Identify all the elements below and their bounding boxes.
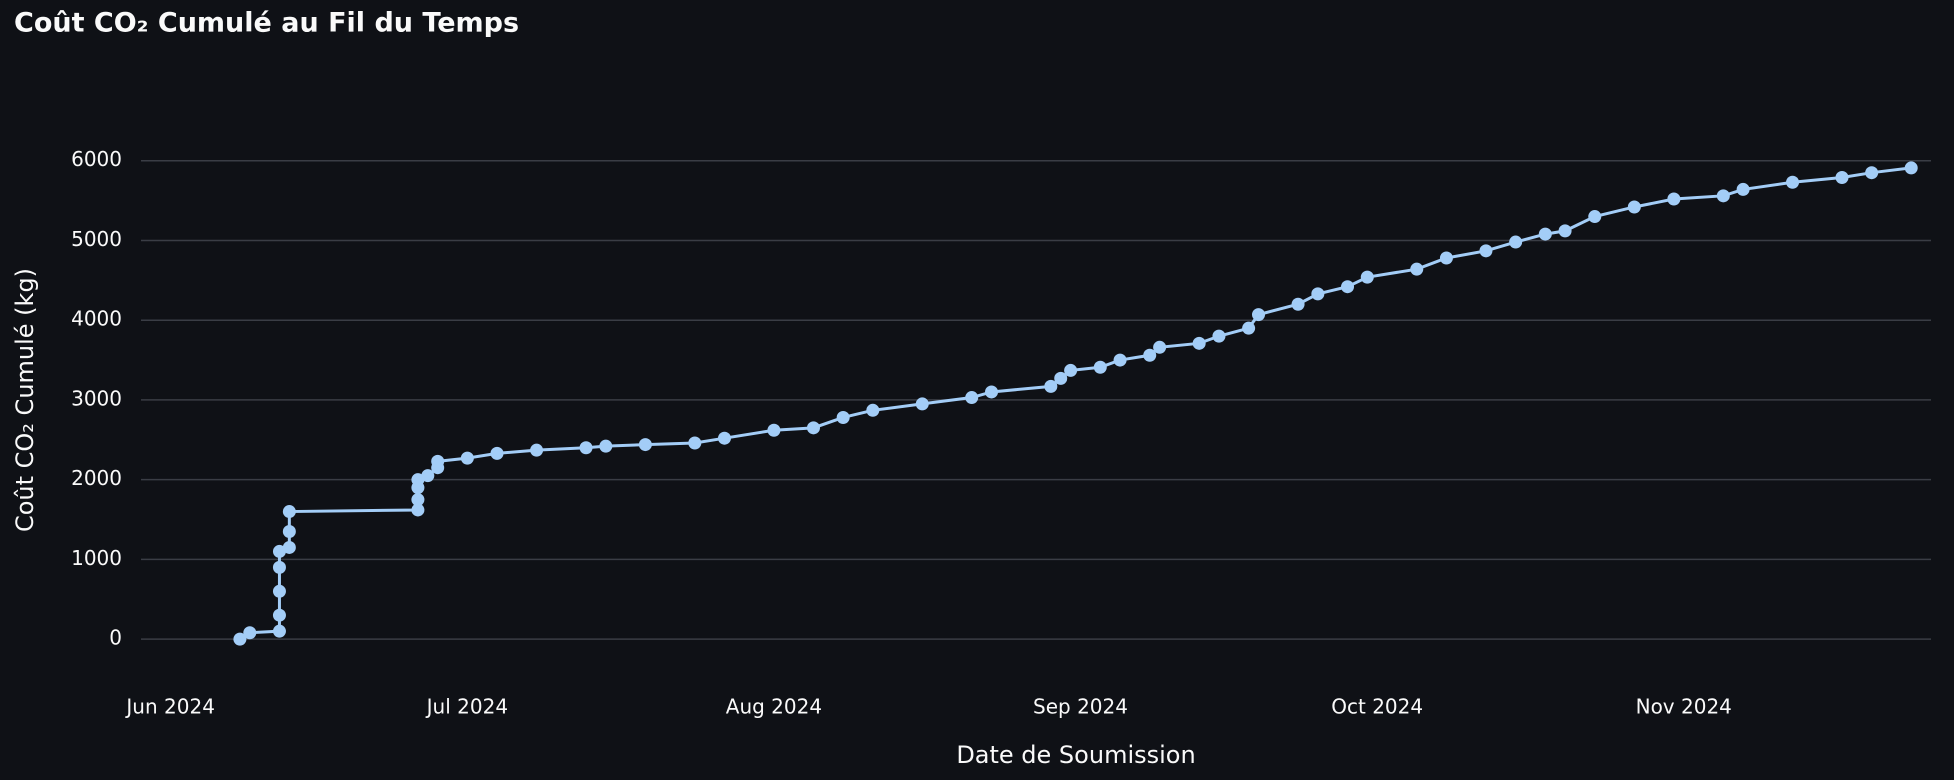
point (1291, 297, 1305, 311)
point (282, 540, 296, 554)
point (767, 423, 781, 437)
y-axis-title: Coût CO₂ Cumulé (kg) (11, 268, 39, 532)
point (282, 505, 296, 519)
point (915, 397, 929, 411)
point (965, 391, 979, 405)
x-tick-label: Jul 2024 (425, 695, 508, 719)
point (688, 436, 702, 450)
point (1113, 353, 1127, 367)
point (1865, 166, 1879, 180)
point (1212, 329, 1226, 343)
point (1667, 192, 1681, 206)
point (1558, 224, 1572, 238)
point (1341, 280, 1355, 294)
y-tick-label: 5000 (71, 227, 122, 251)
point (272, 560, 286, 574)
y-tick-label: 1000 (71, 546, 122, 570)
point (866, 403, 880, 417)
point (530, 443, 544, 457)
point (1786, 175, 1800, 189)
point (431, 454, 445, 468)
point (1627, 200, 1641, 214)
point (1143, 348, 1157, 362)
point (411, 493, 425, 507)
point (1153, 340, 1167, 354)
point (806, 421, 820, 435)
point (599, 439, 613, 453)
point (1311, 287, 1325, 301)
point (490, 446, 504, 460)
point (1835, 170, 1849, 184)
x-tick-label: Jun 2024 (124, 695, 215, 719)
point (272, 608, 286, 622)
point (411, 473, 425, 487)
point (984, 385, 998, 399)
x-axis-title: Date de Soumission (956, 741, 1195, 769)
point (243, 626, 257, 640)
point (233, 632, 247, 646)
point (272, 624, 286, 638)
chart-title: Coût CO₂ Cumulé au Fil du Temps (14, 8, 519, 39)
y-tick-label: 4000 (71, 307, 122, 331)
point (579, 441, 593, 455)
y-tick-label: 3000 (71, 386, 122, 410)
x-tick-label: Nov 2024 (1636, 695, 1732, 719)
point (1044, 379, 1058, 393)
point (1479, 244, 1493, 258)
point (1192, 336, 1206, 350)
point (272, 544, 286, 558)
line (239, 166, 1912, 641)
point (1588, 210, 1602, 224)
y-tick-label: 2000 (71, 466, 122, 490)
point (1242, 321, 1256, 335)
y-tick-label: 6000 (71, 147, 122, 171)
point (1252, 308, 1266, 322)
point (638, 438, 652, 452)
point (717, 431, 731, 445)
point (1904, 161, 1918, 175)
y-tick-label: 0 (109, 626, 122, 650)
x-tick-label: Oct 2024 (1331, 695, 1423, 719)
point (421, 469, 435, 483)
point (1410, 262, 1424, 276)
point (282, 524, 296, 538)
point (1736, 182, 1750, 196)
point (836, 410, 850, 424)
point (1064, 363, 1078, 377)
point (1439, 251, 1453, 265)
point (272, 584, 286, 598)
point (1716, 189, 1730, 203)
point (1538, 227, 1552, 241)
x-tick-label: Aug 2024 (726, 695, 822, 719)
point (460, 451, 474, 465)
x-tick-label: Sep 2024 (1033, 695, 1128, 719)
point (411, 503, 425, 517)
point (1360, 270, 1374, 284)
point (1093, 360, 1107, 374)
point (1054, 371, 1068, 385)
point (1509, 235, 1523, 249)
